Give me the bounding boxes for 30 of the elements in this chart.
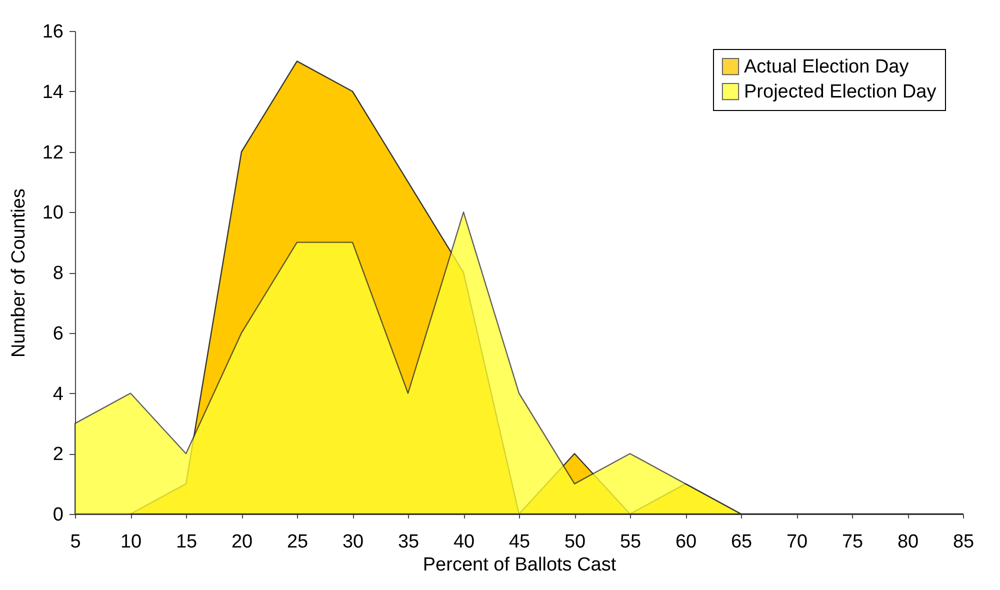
x-tick-label: 60 bbox=[675, 532, 697, 552]
x-tick-label: 70 bbox=[786, 532, 808, 552]
x-tick-label: 5 bbox=[70, 532, 81, 552]
x-tick-label: 55 bbox=[620, 532, 642, 552]
x-tick-label: 15 bbox=[176, 532, 198, 552]
x-tick-label: 80 bbox=[897, 532, 919, 552]
x-tick-label: 50 bbox=[564, 532, 586, 552]
y-tick-label: 14 bbox=[42, 82, 64, 103]
x-tick-label: 30 bbox=[342, 532, 364, 552]
x-tick-label: 20 bbox=[231, 532, 253, 552]
x-tick-label: 75 bbox=[842, 532, 864, 552]
x-tick-label: 25 bbox=[286, 532, 308, 552]
y-tick-label: 12 bbox=[42, 142, 64, 164]
legend-label: Actual Election Day bbox=[744, 56, 910, 78]
y-tick-label: 16 bbox=[42, 22, 64, 42]
x-axis-title: Percent of Ballots Cast bbox=[422, 554, 617, 576]
y-axis-title: Number of Counties bbox=[8, 188, 30, 358]
y-tick-label: 0 bbox=[52, 504, 64, 526]
x-tick-label: 85 bbox=[952, 532, 974, 552]
legend-label: Projected Election Day bbox=[744, 82, 937, 102]
x-tick-label: 65 bbox=[730, 532, 752, 552]
y-tick-label: 2 bbox=[52, 444, 64, 466]
y-tick-label: 10 bbox=[42, 202, 64, 224]
x-tick-label: 40 bbox=[453, 532, 475, 552]
y-tick-label: 4 bbox=[52, 384, 64, 405]
x-tick-label: 35 bbox=[398, 532, 420, 552]
y-tick-label: 8 bbox=[52, 263, 64, 284]
x-tick-label: 45 bbox=[508, 532, 530, 552]
y-tick-label: 6 bbox=[52, 323, 64, 344]
x-tick-label: 10 bbox=[120, 532, 142, 552]
